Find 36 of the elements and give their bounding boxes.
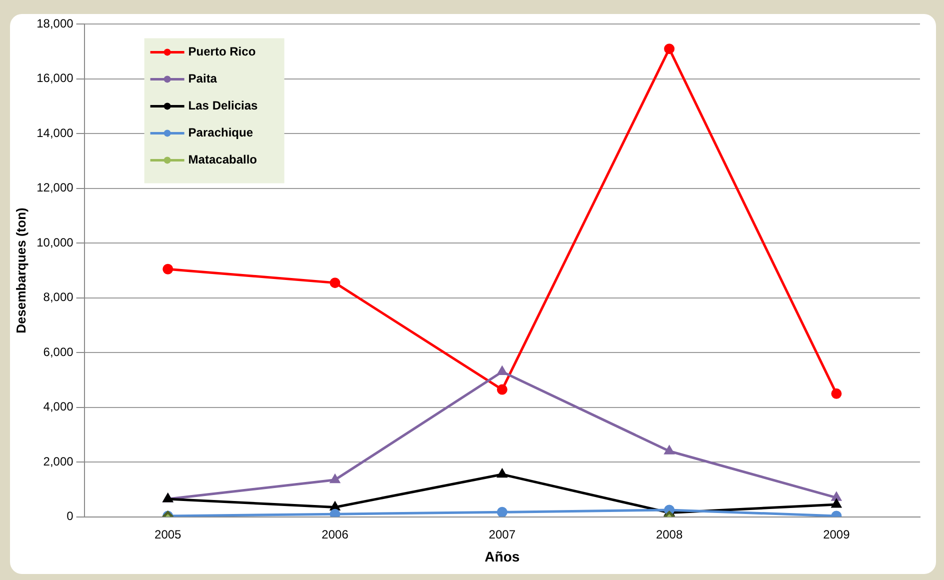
point [831,388,842,399]
x-tick-label: 2007 [488,527,516,542]
legend-label: Matacaballo [188,152,258,167]
point [330,474,340,484]
y-tick-label: 8,000 [43,290,74,304]
point [664,44,675,54]
point [496,506,508,517]
y-tick-label: 10,000 [36,235,74,250]
y-tick-label: 4,000 [43,400,74,414]
x-tick-label: 2009 [823,527,850,542]
point [162,264,174,274]
point [497,366,507,376]
y-axis-title: Desembarques (ton) [13,208,28,334]
legend-label: Paita [188,72,218,86]
x-tick-label: 2008 [656,527,683,542]
point [832,499,842,508]
y-tick-label: 18,000 [36,16,74,31]
x-axis-title: Años [484,548,520,564]
point [496,384,508,395]
y-tick-label: 12,000 [36,180,74,195]
y-tick-label: 6,000 [43,344,74,359]
legend-label: Parachique [188,126,254,140]
point [330,502,340,510]
x-tick-label: 2006 [322,527,349,542]
point [330,278,340,288]
legend-label: Puerto Rico [188,44,256,59]
point [330,508,340,517]
legend-label: Las Delicias [188,98,258,113]
y-tick-label: 2,000 [43,454,74,468]
point [832,492,842,501]
point [664,446,674,454]
y-tick-label: 0 [66,509,74,524]
y-tick-label: 14,000 [36,126,74,140]
y-tick-label: 16,000 [36,71,74,86]
x-tick-label: 2005 [154,527,182,542]
point [497,469,507,478]
